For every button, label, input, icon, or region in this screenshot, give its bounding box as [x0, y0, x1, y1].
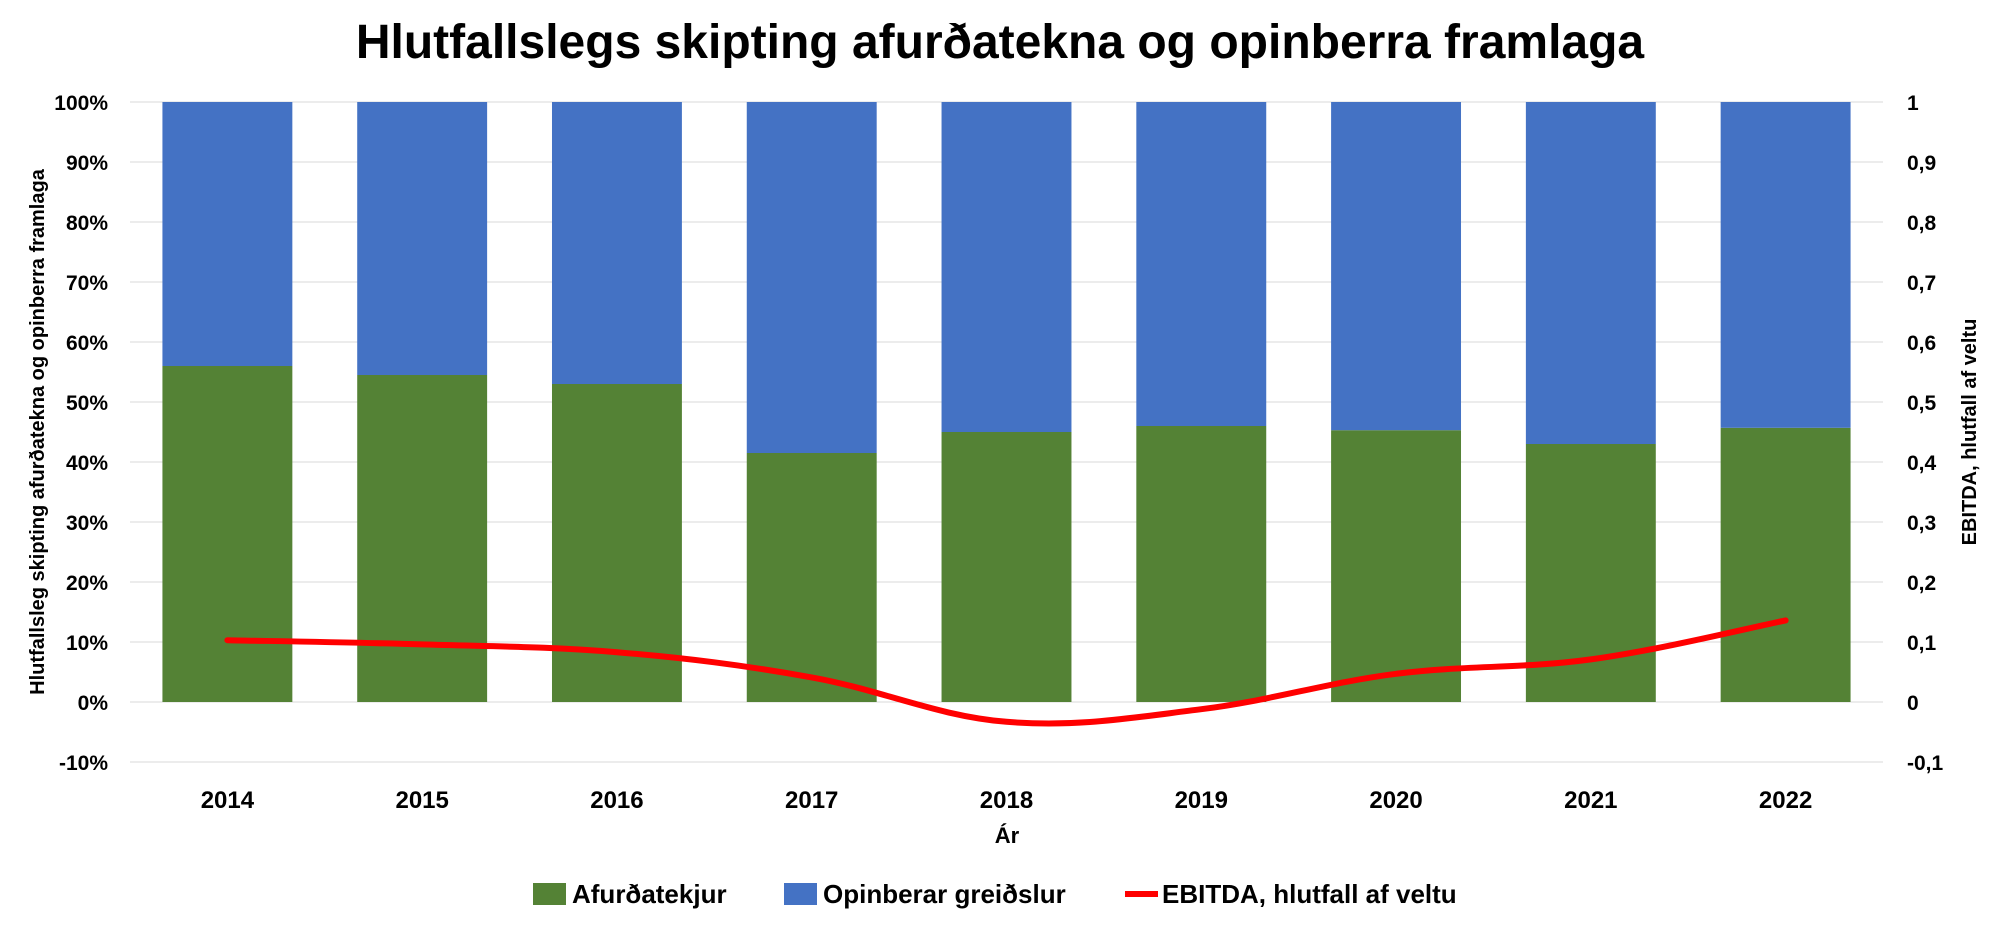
legend-label-opinberar: Opinberar greiðslur — [823, 879, 1066, 909]
y2-tick-label: 0,5 — [1907, 392, 1937, 415]
x-axis-label: Ár — [995, 823, 1020, 848]
y-tick-label: 30% — [66, 512, 108, 535]
bar-opinberar-greidslur — [1720, 102, 1851, 428]
right-axis-ticks: -0,1 0 0,1 0,2 0,3 0,4 0,5 0,6 0,7 0,8 0,9 1 — [1907, 92, 1944, 775]
bar-afurdatekjur — [746, 453, 877, 702]
y2-tick-label: -0,1 — [1907, 752, 1944, 775]
y-tick-label: 20% — [66, 572, 108, 595]
y2-tick-label: 0 — [1907, 692, 1919, 715]
bar-afurdatekjur — [1331, 430, 1462, 702]
bar-afurdatekjur — [1136, 426, 1267, 702]
y2-axis-label: EBITDA, hlutfall af veltu — [1959, 319, 1981, 546]
bar-opinberar-greidslur — [1331, 102, 1462, 431]
y-tick-label: 0% — [78, 692, 109, 715]
bar-opinberar-greidslur — [357, 102, 488, 375]
y-tick-label: 60% — [66, 332, 108, 355]
x-tick-label: 2016 — [590, 787, 643, 814]
bar-opinberar-greidslur — [746, 102, 877, 453]
y-tick-label: 50% — [66, 392, 108, 415]
y-tick-label: 80% — [66, 212, 108, 235]
y2-tick-label: 0,6 — [1907, 332, 1936, 355]
bar-afurdatekjur — [162, 366, 293, 702]
legend: Afurðatekjur Opinberar greiðslur EBITDA,… — [533, 879, 1457, 909]
x-tick-label: 2015 — [395, 787, 448, 814]
x-tick-label: 2021 — [1564, 787, 1617, 814]
y-tick-label: 100% — [54, 92, 108, 115]
y-tick-label: 70% — [66, 272, 108, 295]
y2-tick-label: 0,7 — [1907, 272, 1936, 295]
y2-tick-label: 0,1 — [1907, 632, 1937, 655]
bar-opinberar-greidslur — [1136, 102, 1267, 426]
bar-opinberar-greidslur — [1525, 102, 1656, 444]
y-tick-label: -10% — [59, 752, 108, 775]
x-axis-ticks: 2014 2015 2016 2017 2018 2019 2020 2021 2022 — [201, 787, 1813, 814]
y2-tick-label: 1 — [1907, 92, 1919, 115]
y-tick-label: 10% — [66, 632, 108, 655]
bar-opinberar-greidslur — [162, 102, 293, 366]
bar-opinberar-greidslur — [551, 102, 682, 384]
x-tick-label: 2020 — [1369, 787, 1422, 814]
y-tick-label: 40% — [66, 452, 108, 475]
y2-tick-label: 0,3 — [1907, 512, 1936, 535]
x-tick-label: 2017 — [785, 787, 838, 814]
bar-afurdatekjur — [1720, 427, 1851, 702]
legend-label-afurdatekjur: Afurðatekjur — [572, 879, 727, 909]
ebitda-line — [224, 617, 1789, 727]
bar-afurdatekjur — [941, 432, 1072, 702]
y2-tick-label: 0,8 — [1907, 212, 1937, 235]
y-axis-label: Hlutfallsleg skipting afurðatekna og opi… — [27, 168, 49, 695]
legend-label-ebitda: EBITDA, hlutfall af veltu — [1162, 879, 1457, 909]
x-tick-label: 2014 — [201, 787, 255, 814]
y-tick-label: 90% — [66, 152, 108, 175]
y2-tick-label: 0,4 — [1907, 452, 1937, 475]
x-tick-label: 2022 — [1759, 787, 1812, 814]
legend-swatch-opinberar — [784, 883, 817, 905]
ebitda-line-group — [224, 617, 1789, 727]
bars — [162, 102, 1851, 702]
left-axis-ticks: -10% 0% 10% 20% 30% 40% 50% 60% 70% 80% 90% 100% — [54, 92, 108, 775]
x-tick-label: 2018 — [980, 787, 1033, 814]
chart-title: Hlutfallslegs skipting afurðatekna og op… — [356, 16, 1645, 69]
y2-tick-label: 0,9 — [1907, 152, 1936, 175]
bar-opinberar-greidslur — [941, 102, 1072, 432]
x-tick-label: 2019 — [1175, 787, 1228, 814]
legend-swatch-afurdatekjur — [533, 883, 566, 905]
bar-afurdatekjur — [357, 375, 488, 702]
y2-tick-label: 0,2 — [1907, 572, 1936, 595]
